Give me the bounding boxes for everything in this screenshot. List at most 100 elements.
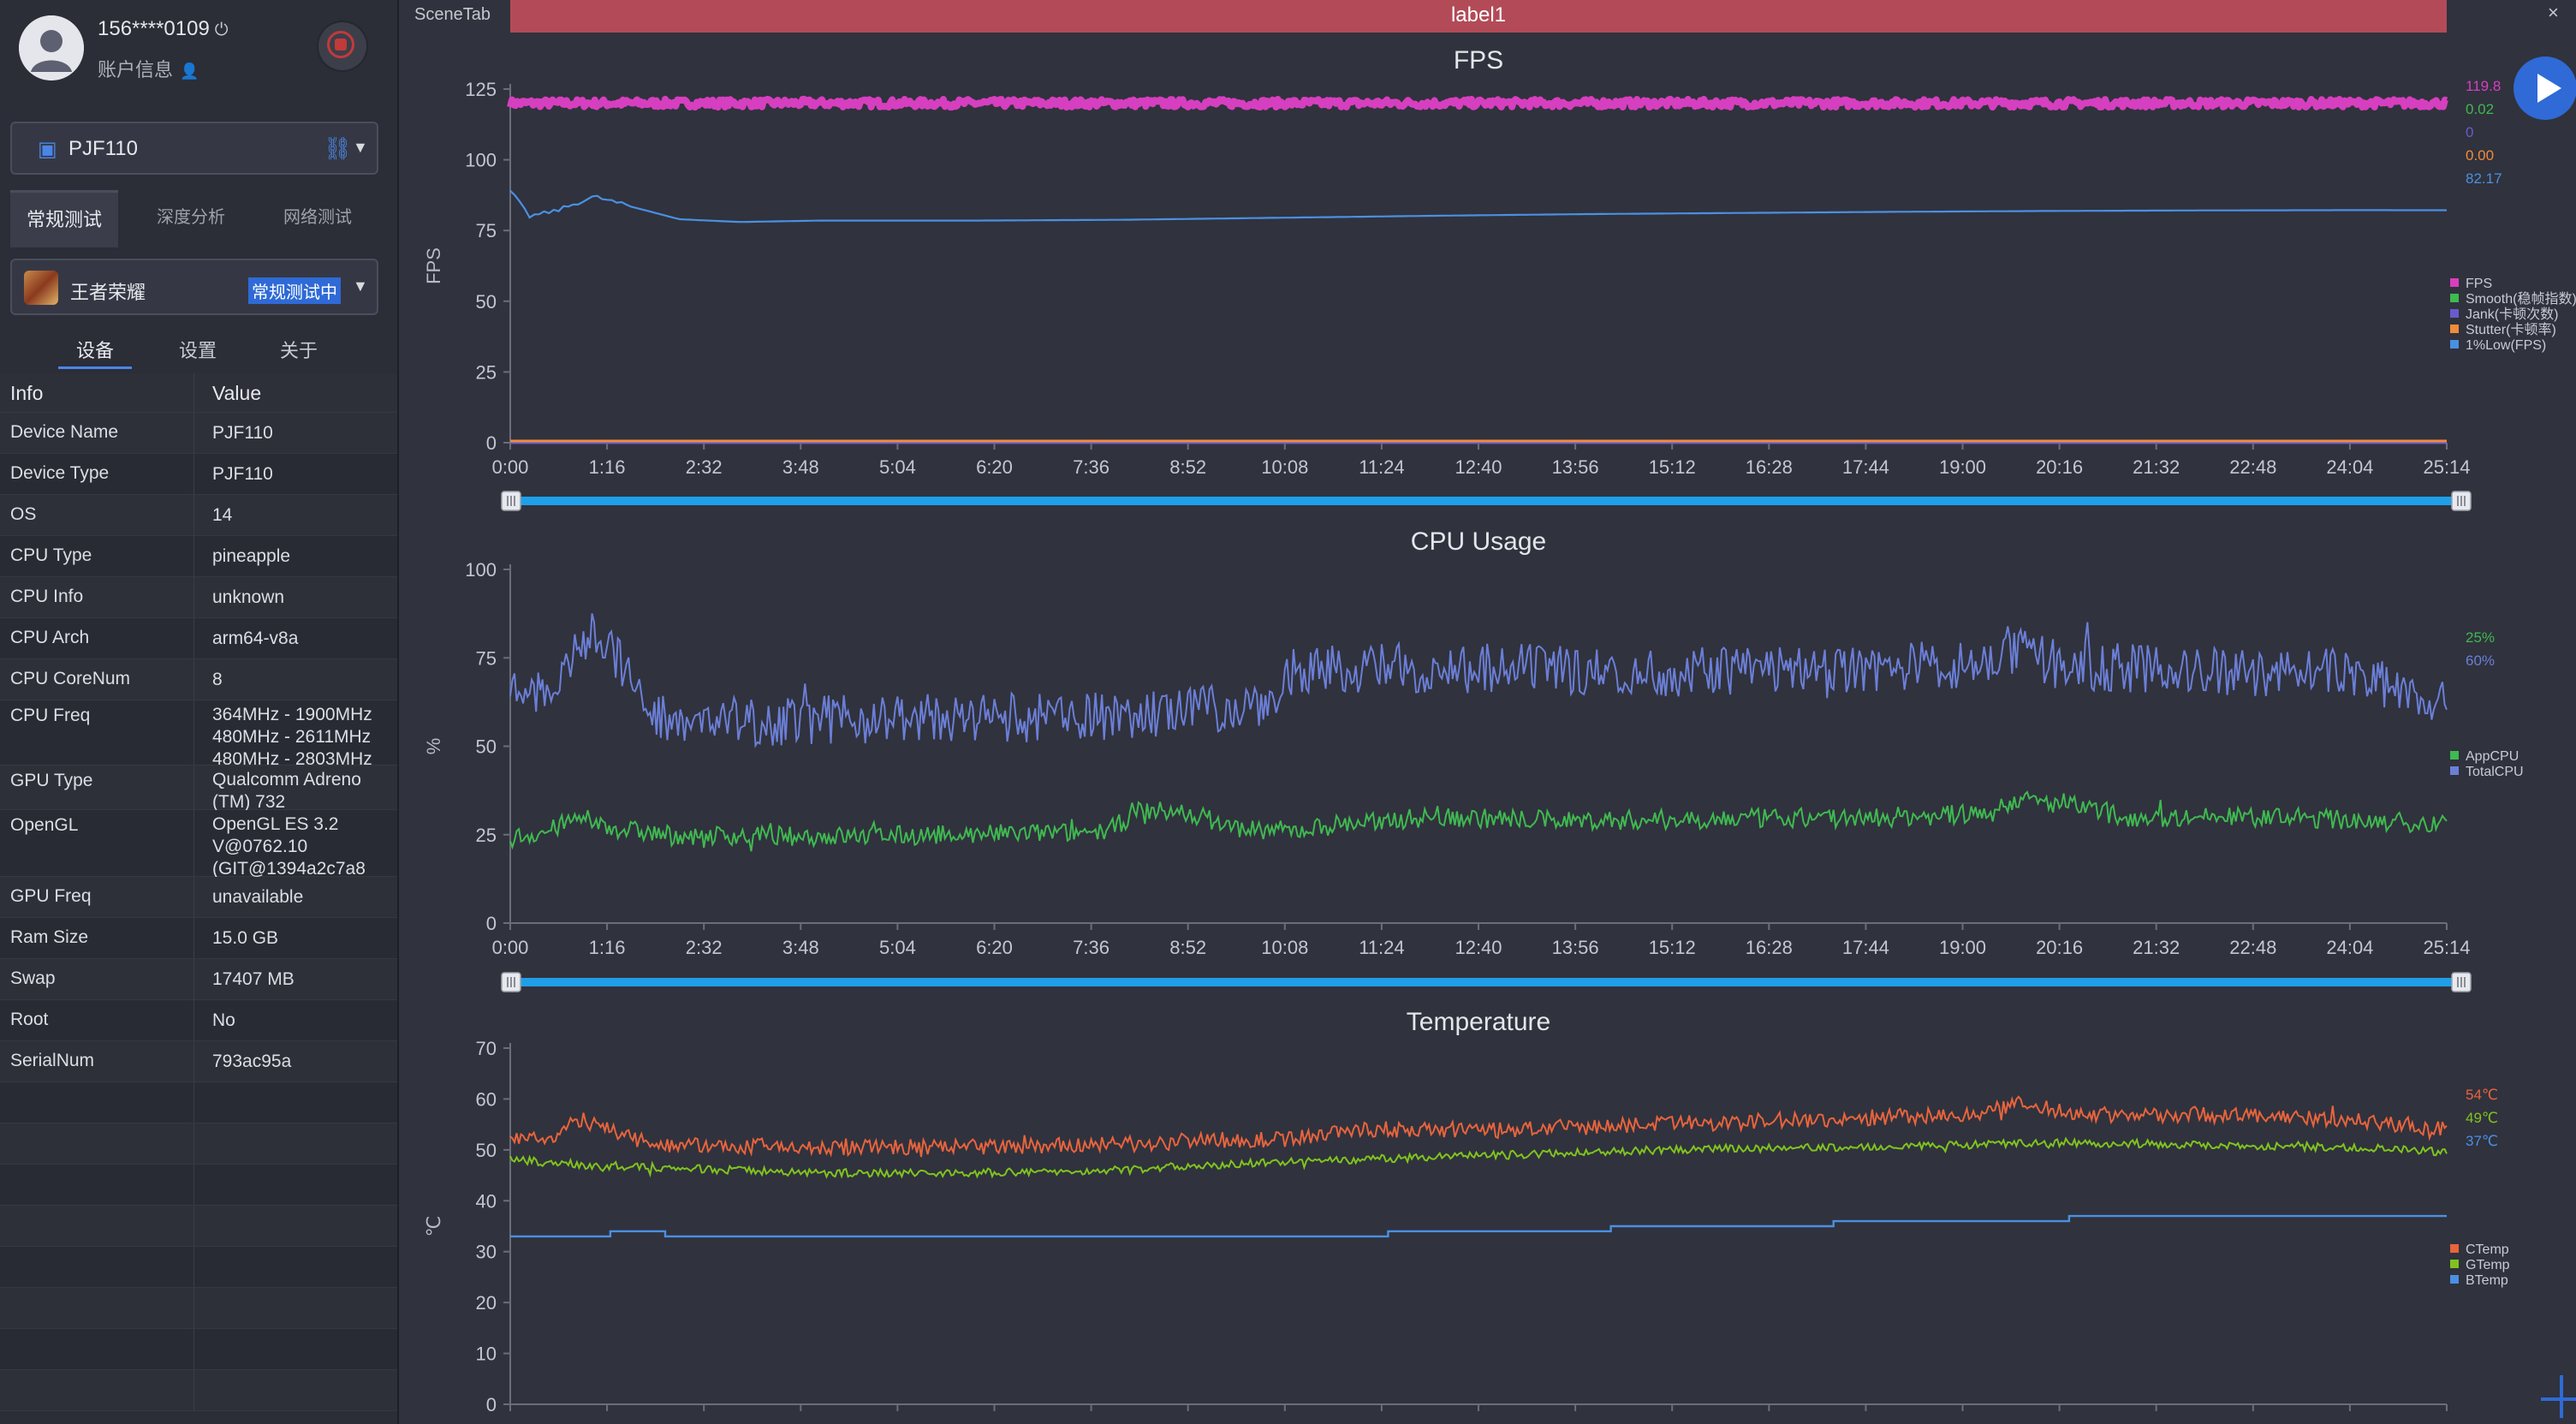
device-selector[interactable]: ▣ PJF110 ⛓ ▼ [10, 122, 378, 175]
legend-entry[interactable]: TotalCPU [2466, 765, 2524, 779]
table-row [0, 1082, 397, 1123]
x-tick-label: 17:44 [1842, 937, 1889, 958]
y-tick-label: 30 [476, 1242, 497, 1263]
y-tick-label: 50 [476, 291, 497, 313]
chart-title: FPS [1454, 46, 1503, 74]
series-line-2 [510, 1214, 2447, 1238]
x-tick-label: 11:24 [1359, 937, 1404, 958]
tab-settings[interactable]: 设置 [178, 340, 217, 361]
tab-device[interactable]: 设备 [57, 336, 134, 369]
info-value: OpenGL ES 3.2 V@0762.10 (GIT@1394a2c7a8 [212, 814, 366, 879]
chevron-down-icon[interactable]: ▼ [353, 139, 368, 156]
tab-deep-analysis[interactable]: 深度分析 [157, 208, 225, 227]
info-value: Qualcomm Adreno (TM) 732 [212, 770, 361, 812]
x-tick-label: 11:24 [1359, 456, 1404, 478]
info-value: PJF110 [212, 423, 273, 443]
legend-entry[interactable]: 1%Low(FPS) [2466, 338, 2546, 353]
x-tick-label: 22:48 [2229, 937, 2276, 958]
y-tick-label: 50 [476, 1140, 497, 1161]
avatar[interactable] [19, 15, 84, 80]
y-tick-label: 75 [476, 647, 497, 669]
table-row: Root No [0, 1000, 397, 1041]
device-name: PJF110 [68, 137, 138, 160]
legend-entry[interactable]: CTemp [2466, 1242, 2509, 1257]
table-row [0, 1123, 397, 1165]
y-tick-label: 25 [476, 825, 497, 846]
legend-entry[interactable]: FPS [2466, 277, 2492, 291]
series-line-1 [509, 1136, 2448, 1179]
info-key: Device Type [10, 463, 110, 483]
label-tab[interactable]: label1 [510, 0, 2447, 33]
legend-swatch [2450, 294, 2459, 302]
info-value: unavailable [212, 887, 304, 907]
mode-tabs: 常规测试 深度分析 网络测试 [10, 190, 378, 247]
power-icon[interactable]: ⏻ [214, 21, 229, 39]
legend-entry[interactable]: Jank(卡顿次数) [2466, 307, 2558, 322]
plus-icon[interactable] [2541, 1375, 2576, 1418]
legend-swatch [2450, 766, 2459, 775]
x-tick-label: 13:56 [1552, 937, 1599, 958]
table-row: Device Type PJF110 [0, 454, 397, 495]
legend-entry[interactable]: Smooth(稳帧指数) [2466, 291, 2576, 307]
tab-network-test[interactable]: 网络测试 [283, 208, 352, 227]
range-slider-track[interactable] [510, 978, 2455, 986]
legend-entry[interactable]: BTemp [2466, 1273, 2508, 1288]
info-key: Device Name [10, 422, 119, 442]
info-key: Root [10, 1010, 49, 1029]
info-value: PJF110 [212, 464, 273, 484]
x-tick-label: 6:20 [976, 937, 1013, 958]
close-icon[interactable]: × [2548, 2, 2559, 23]
chart-title: CPU Usage [1411, 527, 1546, 556]
info-key: Ram Size [10, 927, 89, 947]
x-tick-label: 20:16 [2036, 456, 2083, 478]
table-row: OpenGL OpenGL ES 3.2 V@0762.10 (GIT@1394a… [0, 810, 397, 879]
legend-swatch [2450, 278, 2459, 287]
app-selector[interactable]: 王者荣耀 常规测试中 ▼ [10, 259, 378, 315]
legend-entry[interactable]: AppCPU [2466, 749, 2519, 764]
x-tick-label: 15:12 [1649, 937, 1696, 958]
x-tick-label: 12:40 [1455, 937, 1502, 958]
table-row [0, 1329, 397, 1370]
tab-about[interactable]: 关于 [279, 340, 318, 361]
play-button[interactable] [2514, 57, 2576, 120]
legend-swatch [2450, 309, 2459, 318]
current-value: 0 [2466, 124, 2473, 140]
info-value: 17407 MB [212, 969, 294, 989]
info-value: unknown [212, 587, 285, 607]
sub-tabs: 设备 设置 关于 [0, 336, 399, 373]
x-tick-label: 2:32 [686, 937, 723, 958]
table-row: CPU Arch arm64-v8a [0, 618, 397, 659]
link-icon[interactable]: ⛓ [324, 135, 353, 161]
x-tick-label: 22:48 [2229, 456, 2276, 478]
tab-regular-test[interactable]: 常规测试 [10, 190, 118, 247]
y-axis-label: % [423, 738, 444, 755]
table-row: GPU Freq unavailable [0, 877, 397, 918]
account-info-link[interactable]: 账户信息 👤 [98, 55, 199, 82]
x-tick-label: 7:36 [1073, 456, 1110, 478]
info-key: GPU Freq [10, 886, 92, 906]
table-row [0, 1288, 397, 1329]
x-tick-label: 16:28 [1746, 456, 1793, 478]
info-key: CPU Freq [10, 706, 91, 725]
y-axis-label: FPS [423, 247, 444, 284]
scene-tab[interactable]: SceneTab [414, 5, 491, 24]
legend-entry[interactable]: Stutter(卡顿率) [2466, 322, 2556, 337]
info-key: GPU Type [10, 771, 93, 790]
table-row: GPU Type Qualcomm Adreno (TM) 732 [0, 766, 397, 812]
current-value: 82.17 [2466, 170, 2502, 187]
x-tick-label: 8:52 [1169, 937, 1206, 958]
x-tick-label: 12:40 [1455, 456, 1502, 478]
x-tick-label: 19:00 [1939, 456, 1986, 478]
table-row: OS 14 [0, 495, 397, 536]
chevron-down-icon[interactable]: ▼ [353, 277, 368, 295]
current-value: 60% [2466, 652, 2495, 669]
range-slider-track[interactable] [510, 497, 2455, 505]
y-tick-label: 10 [476, 1344, 497, 1365]
table-row [0, 1247, 397, 1288]
stop-record-button[interactable] [318, 22, 366, 70]
info-key: SerialNum [10, 1051, 95, 1070]
legend-entry[interactable]: GTemp [2466, 1258, 2510, 1272]
x-tick-label: 8:52 [1169, 456, 1206, 478]
table-row [0, 1165, 397, 1206]
current-value: 25% [2466, 629, 2495, 646]
